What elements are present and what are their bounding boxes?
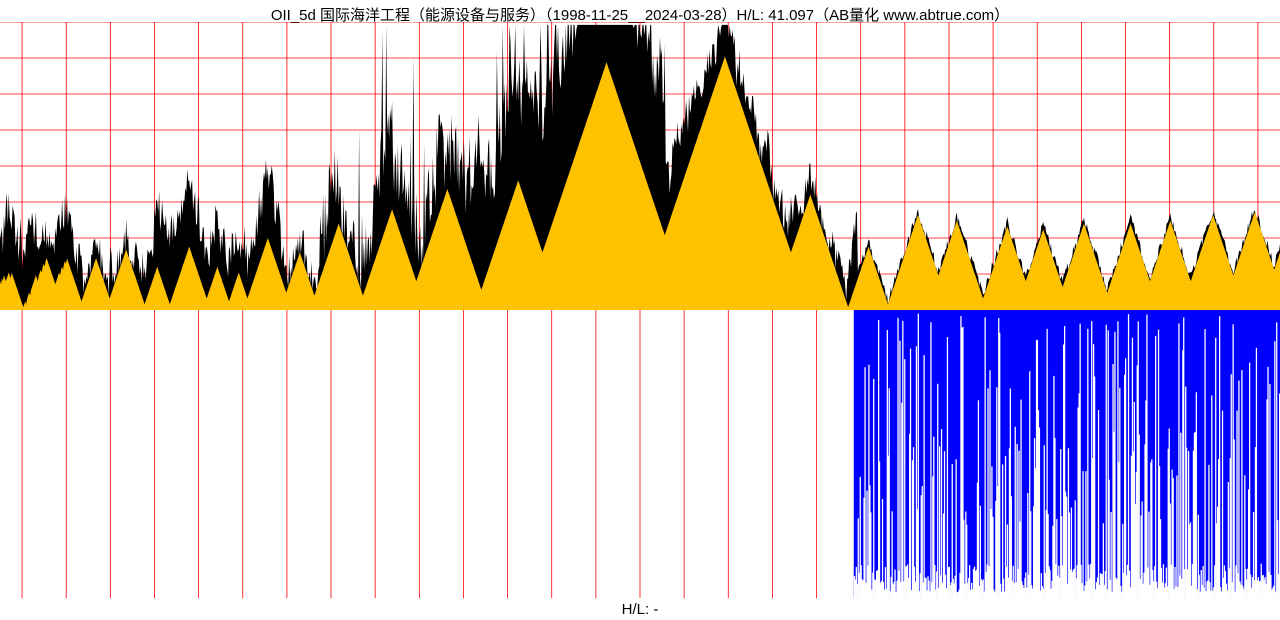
upper-chart — [0, 22, 1280, 310]
chart-container: OII_5d 国际海洋工程（能源设备与服务）（1998-11-25__2024-… — [0, 0, 1280, 620]
lower-chart — [0, 310, 1280, 598]
chart-footer: H/L: - — [0, 601, 1280, 618]
